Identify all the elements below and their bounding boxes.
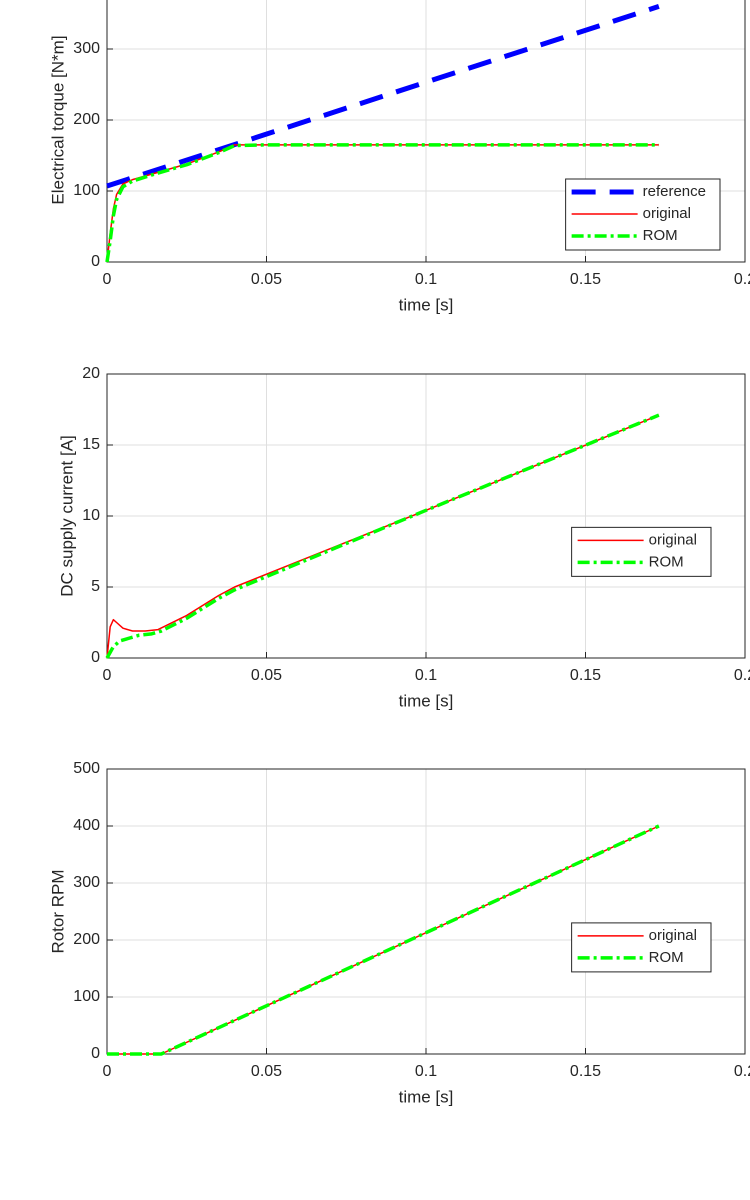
x-tick-label: 0 <box>103 1063 112 1080</box>
legend-box <box>571 922 712 973</box>
x-tick-label: 0.1 <box>415 1063 437 1080</box>
legend-label: original <box>643 205 691 222</box>
x-tick-label: 0.2 <box>734 667 750 684</box>
x-tick-label: 0.05 <box>251 271 282 288</box>
x-tick-label: 0.05 <box>251 1063 282 1080</box>
y-tick-label: 0 <box>91 1045 100 1062</box>
y-axis-label: Rotor RPM <box>48 869 67 953</box>
x-tick-label: 0.15 <box>570 1063 601 1080</box>
y-tick-label: 100 <box>73 988 100 1005</box>
y-tick-label: 5 <box>91 578 100 595</box>
axes-box <box>106 0 746 263</box>
y-axis-label: Electrical torque [N*m] <box>48 35 67 204</box>
x-tick-label: 0.1 <box>415 667 437 684</box>
x-tick-label: 0.2 <box>734 1063 750 1080</box>
x-axis-label: time [s] <box>399 1087 454 1106</box>
x-tick-label: 0.15 <box>570 271 601 288</box>
data-line <box>107 824 660 1056</box>
y-tick-label: 20 <box>82 365 100 382</box>
legend-label: reference <box>643 183 706 200</box>
legend-label: original <box>649 927 697 944</box>
x-tick-label: 0.15 <box>570 667 601 684</box>
y-tick-label: 100 <box>73 182 100 199</box>
y-tick-label: 200 <box>73 111 100 128</box>
x-tick-label: 0.2 <box>734 271 750 288</box>
x-axis-label: time [s] <box>399 295 454 314</box>
legend-label: ROM <box>649 553 684 570</box>
y-tick-label: 400 <box>73 817 100 834</box>
x-axis-label: time [s] <box>399 691 454 710</box>
data-line <box>106 4 660 189</box>
legend: original ROM <box>571 526 712 577</box>
data-line <box>105 143 659 263</box>
legend-label: ROM <box>643 227 678 244</box>
legend-label: ROM <box>649 949 684 966</box>
y-tick-label: 0 <box>91 649 100 666</box>
x-tick-label: 0 <box>103 271 112 288</box>
y-tick-label: 15 <box>82 436 100 453</box>
legend-label: original <box>649 531 697 548</box>
y-tick-label: 10 <box>82 507 100 524</box>
data-line <box>106 414 660 659</box>
legend: reference original ROM <box>565 178 721 251</box>
legend: original ROM <box>571 922 712 973</box>
y-tick-label: 0 <box>91 253 100 270</box>
y-tick-label: 500 <box>73 760 100 777</box>
y-axis-label: DC supply current [A] <box>57 435 76 597</box>
y-tick-label: 300 <box>73 874 100 891</box>
x-tick-label: 0.05 <box>251 667 282 684</box>
x-tick-label: 0 <box>103 667 112 684</box>
axes-box <box>106 373 746 659</box>
y-tick-label: 200 <box>73 931 100 948</box>
legend-box <box>571 526 712 577</box>
axes-box <box>106 768 746 1055</box>
x-tick-label: 0.1 <box>415 271 437 288</box>
y-tick-label: 300 <box>73 40 100 57</box>
